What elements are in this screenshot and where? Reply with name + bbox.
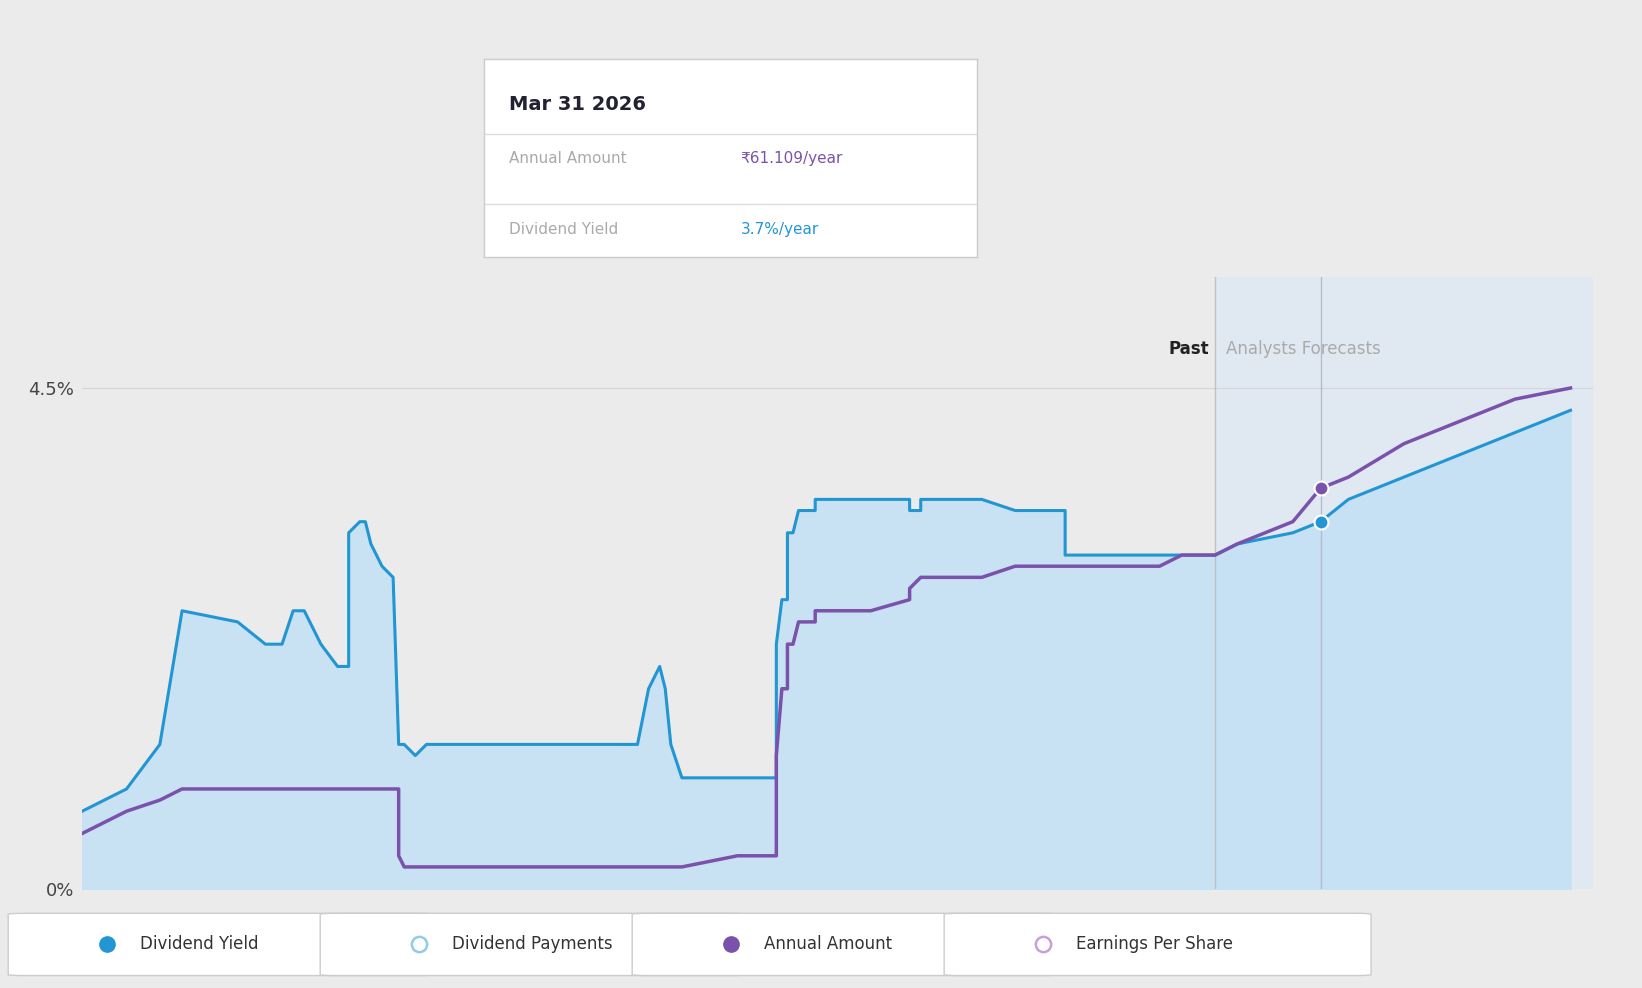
Text: ₹61.109/year: ₹61.109/year xyxy=(741,150,842,166)
FancyBboxPatch shape xyxy=(8,913,435,975)
Text: Analysts Forecasts: Analysts Forecasts xyxy=(1227,340,1381,358)
FancyBboxPatch shape xyxy=(632,913,1059,975)
FancyBboxPatch shape xyxy=(320,913,747,975)
FancyBboxPatch shape xyxy=(944,913,1371,975)
Text: Earnings Per Share: Earnings Per Share xyxy=(1076,935,1233,952)
Text: Mar 31 2026: Mar 31 2026 xyxy=(509,95,645,114)
Text: Annual Amount: Annual Amount xyxy=(509,150,627,166)
Text: Past: Past xyxy=(1169,340,1210,358)
Text: Annual Amount: Annual Amount xyxy=(764,935,892,952)
Text: 3.7%/year: 3.7%/year xyxy=(741,221,819,237)
Text: Dividend Yield: Dividend Yield xyxy=(509,221,619,237)
Text: Dividend Yield: Dividend Yield xyxy=(140,935,258,952)
Bar xyxy=(1215,277,1593,889)
Text: Dividend Payments: Dividend Payments xyxy=(452,935,612,952)
